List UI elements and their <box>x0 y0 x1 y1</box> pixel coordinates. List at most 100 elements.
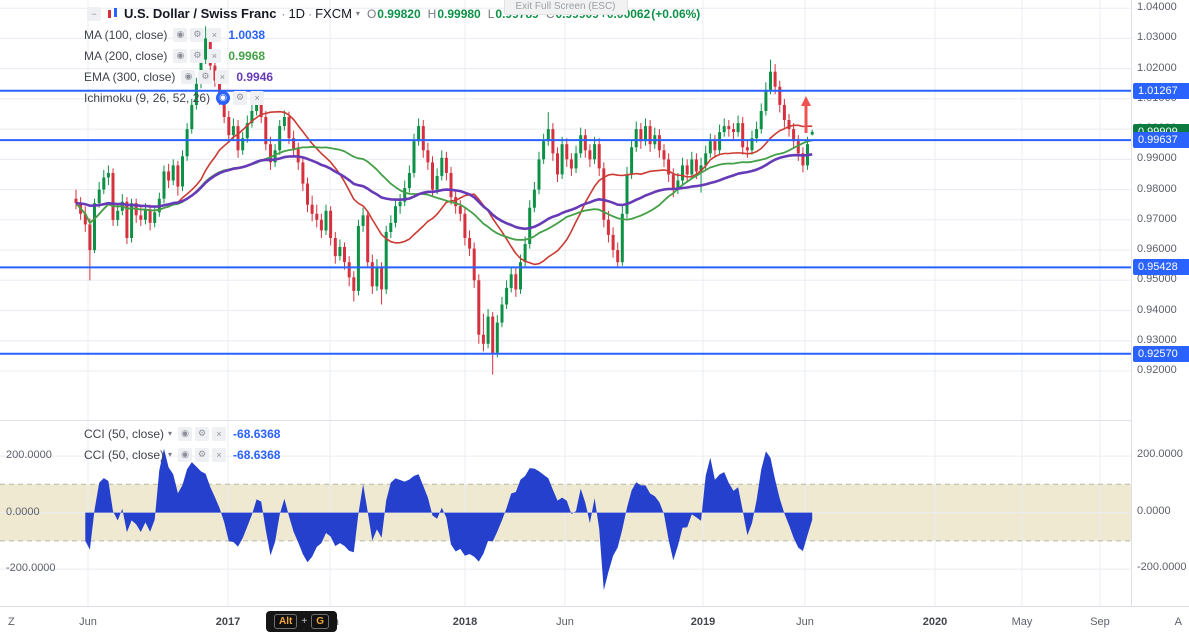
price-scale-tick: 1.02000 <box>1137 62 1177 74</box>
close-icon[interactable]: × <box>215 69 230 84</box>
cci-scale-tick: 0.0000 <box>1137 505 1171 517</box>
eye-icon[interactable]: ◉ <box>216 90 231 105</box>
price-scale-tick: 0.93000 <box>1137 334 1177 346</box>
time-axis-label: 2017 <box>215 616 241 628</box>
open-value: 0.99820 <box>377 6 421 21</box>
price-scale-tick: 0.98000 <box>1137 183 1177 195</box>
overlay-line-ma100[interactable] <box>75 110 813 266</box>
indicator-row-cci-1: CCI (50, close) ▾ ◉ ⚙ × -68.6368 <box>84 423 280 444</box>
cci-area-series <box>85 448 813 591</box>
high-label: H <box>427 6 437 21</box>
close-icon[interactable]: × <box>207 27 222 42</box>
price-scale-tick: 0.96000 <box>1137 243 1177 255</box>
alt-key-icon: Alt <box>274 614 298 629</box>
eye-icon[interactable]: ◉ <box>178 426 193 441</box>
collapse-legend-button[interactable]: − <box>87 6 101 21</box>
time-axis-label: 2019 <box>690 616 716 628</box>
indicator-label-cci[interactable]: CCI (50, close) <box>84 426 165 441</box>
price-line-badge: 1.01267 <box>1133 83 1189 99</box>
indicator-value-ma200: 0.9968 <box>228 48 266 63</box>
indicator-label-ema300[interactable]: EMA (300, close) <box>84 69 176 84</box>
settings-icon[interactable]: ⚙ <box>195 447 210 462</box>
corner-label-right: A <box>1174 616 1182 628</box>
indicator-row-ema300: EMA (300, close) ◉ ⚙ × 0.9946 <box>84 66 700 87</box>
chevron-down-icon[interactable]: ▾ <box>168 429 173 438</box>
fullscreen-exit-tooltip: Exit Full Screen (ESC) <box>503 0 628 15</box>
interval-label[interactable]: 1D <box>288 6 306 21</box>
close-icon[interactable]: × <box>212 426 227 441</box>
time-axis-label: Jun <box>556 616 574 628</box>
eye-icon[interactable]: ◉ <box>181 69 196 84</box>
indicator-label-ma200[interactable]: MA (200, close) <box>84 48 168 63</box>
price-scale-tick: 0.97000 <box>1137 213 1177 225</box>
up-arrow-annotation[interactable] <box>801 96 811 133</box>
price-grid <box>0 0 1131 420</box>
time-axis-label: May <box>1011 616 1033 628</box>
change-percent: (+0.06%) <box>651 6 701 21</box>
indicator-value-ma100: 1.0038 <box>228 27 266 42</box>
indicator-row-ichimoku: Ichimoku (9, 26, 52, 26) ◉ ⚙ × <box>84 87 700 108</box>
close-icon[interactable]: × <box>212 447 227 462</box>
indicator-value-cci: -68.6368 <box>233 426 281 441</box>
cci-left-tick: 0.0000 <box>6 506 40 518</box>
close-icon[interactable]: × <box>207 48 222 63</box>
time-axis-label: 2020 <box>922 616 948 628</box>
time-axis[interactable]: Jun2017Jun2018Jun2019Jun2020MaySep Z A A… <box>0 606 1189 639</box>
price-chart-canvas[interactable] <box>0 0 1131 420</box>
indicator-row-ma100: MA (100, close) ◉ ⚙ × 1.0038 <box>84 24 700 45</box>
cci-left-tick: 200.0000 <box>6 449 52 461</box>
high-value: 0.99980 <box>437 6 481 21</box>
settings-icon[interactable]: ⚙ <box>190 48 205 63</box>
price-scale-tick: 1.04000 <box>1137 1 1177 13</box>
overlay-line-ema300[interactable] <box>75 153 813 231</box>
price-line-badge: 0.99637 <box>1133 132 1189 148</box>
price-line-badge: 0.95428 <box>1133 259 1189 275</box>
time-axis-label: Jun <box>79 616 97 628</box>
indicator-label-cci[interactable]: CCI (50, close) <box>84 447 165 462</box>
eye-icon[interactable]: ◉ <box>178 447 193 462</box>
chart-legend: − U.S. Dollar / Swiss Franc · 1D · FXCM … <box>84 3 700 108</box>
price-pane[interactable]: − U.S. Dollar / Swiss Franc · 1D · FXCM … <box>0 0 1131 420</box>
price-scale-tick: 1.03000 <box>1137 31 1177 43</box>
settings-icon[interactable]: ⚙ <box>195 426 210 441</box>
chart-series-icon <box>106 7 119 20</box>
price-scale[interactable]: 1.040001.030001.020001.010001.000000.990… <box>1131 0 1189 606</box>
cci-pane[interactable]: 200.0000 0.0000 -200.0000 CCI (50, close) … <box>0 420 1131 607</box>
cci-scale-tick: 200.0000 <box>1137 448 1183 460</box>
open-label: O <box>366 6 377 21</box>
indicator-value-ema300: 0.9946 <box>236 69 274 84</box>
time-axis-label: Sep <box>1090 616 1110 628</box>
settings-icon[interactable]: ⚙ <box>233 90 248 105</box>
price-scale-tick: 0.99000 <box>1137 152 1177 164</box>
chevron-down-icon[interactable]: ▾ <box>355 9 360 18</box>
cci-legend: CCI (50, close) ▾ ◉ ⚙ × -68.6368 CCI (50… <box>84 423 280 465</box>
cci-chart-canvas[interactable] <box>0 421 1131 607</box>
price-scale-tick: 0.94000 <box>1137 304 1177 316</box>
hotkey-hint: Alt + G <box>266 611 337 632</box>
symbol-title[interactable]: U.S. Dollar / Swiss Franc <box>124 6 277 21</box>
settings-icon[interactable]: ⚙ <box>190 27 205 42</box>
corner-label-left: Z <box>8 616 15 628</box>
indicator-value-cci: -68.6368 <box>233 447 281 462</box>
cci-left-tick: -200.0000 <box>6 562 56 574</box>
separator-dot: · <box>308 6 313 21</box>
indicator-row-ma200: MA (200, close) ◉ ⚙ × 0.9968 <box>84 45 700 66</box>
low-label: L <box>487 6 495 21</box>
time-axis-label: 2018 <box>452 616 478 628</box>
g-key-icon: G <box>311 614 329 629</box>
plus-joiner: + <box>301 616 308 627</box>
price-line-badge: 0.92570 <box>1133 346 1189 362</box>
price-scale-tick: 0.95000 <box>1137 273 1177 285</box>
exchange-label[interactable]: FXCM <box>315 6 352 21</box>
indicator-label-ichimoku[interactable]: Ichimoku (9, 26, 52, 26) <box>84 90 211 105</box>
indicator-label-ma100[interactable]: MA (100, close) <box>84 27 168 42</box>
indicator-row-cci-2: CCI (50, close) ▾ ◉ ⚙ × -68.6368 <box>84 444 280 465</box>
chevron-down-icon[interactable]: ▾ <box>168 450 173 459</box>
eye-icon[interactable]: ◉ <box>173 27 188 42</box>
price-scale-tick: 0.92000 <box>1137 364 1177 376</box>
time-axis-label: Jun <box>796 616 814 628</box>
eye-icon[interactable]: ◉ <box>173 48 188 63</box>
close-icon[interactable]: × <box>250 90 265 105</box>
settings-icon[interactable]: ⚙ <box>198 69 213 84</box>
